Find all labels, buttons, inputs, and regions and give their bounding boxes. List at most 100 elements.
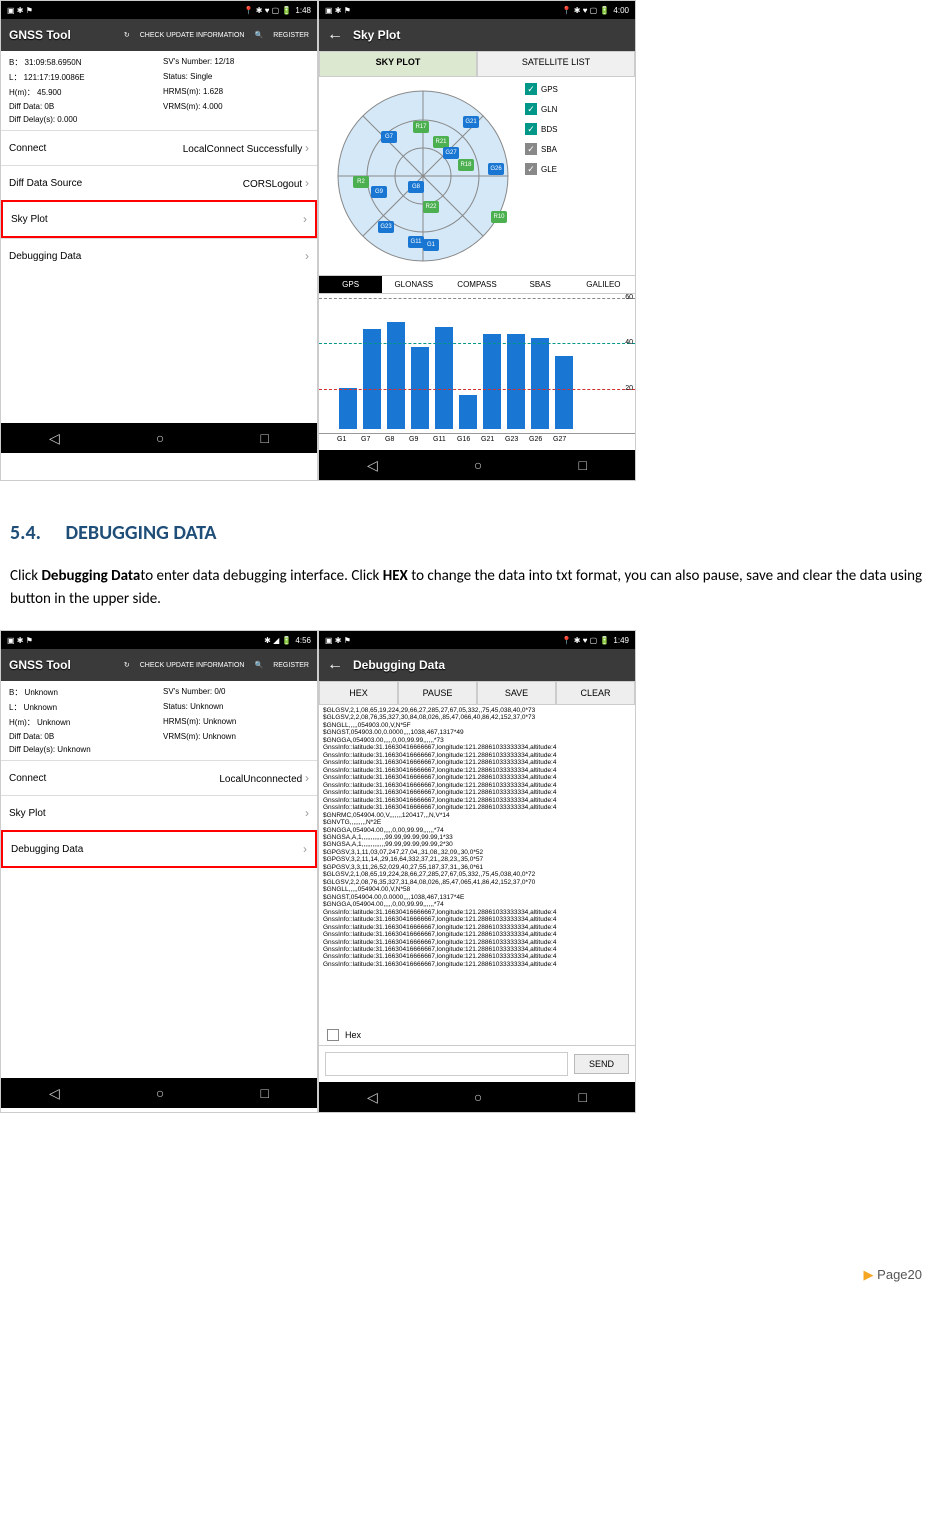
back-icon[interactable]: ◁ xyxy=(367,457,378,474)
legend-label: GLE xyxy=(541,165,557,174)
back-arrow-icon[interactable]: ← xyxy=(327,656,343,674)
recent-icon[interactable]: □ xyxy=(578,1089,586,1105)
back-icon[interactable]: ◁ xyxy=(367,1089,378,1106)
y-axis-label: 20 xyxy=(625,385,633,392)
footer-triangle-icon: ▶ xyxy=(864,1267,874,1282)
recent-icon[interactable]: □ xyxy=(578,457,586,473)
debugging-row[interactable]: Debugging Data › xyxy=(1,830,317,868)
debugging-label: Debugging Data xyxy=(11,844,83,855)
sat-marker: R2 xyxy=(353,176,369,188)
legend-item-gle[interactable]: ✓ GLE xyxy=(525,163,629,175)
nav-bar: ◁ ○ □ xyxy=(319,1082,635,1112)
connect-row[interactable]: Connect LocalUnconnected › xyxy=(1,760,317,795)
back-icon[interactable]: ◁ xyxy=(49,1085,60,1102)
home-icon[interactable]: ○ xyxy=(156,430,164,446)
checkbox-icon: ✓ xyxy=(525,123,537,135)
refresh-icon[interactable]: ↻ xyxy=(124,661,130,669)
hex-checkbox[interactable] xyxy=(327,1029,339,1041)
status-right-icons: ✱ ◢ 🔋 4:56 xyxy=(264,636,311,645)
recent-icon[interactable]: □ xyxy=(260,1085,268,1101)
vrms-value: VRMS(m): 4.000 xyxy=(163,102,309,111)
hrms-value: HRMS(m): Unknown xyxy=(163,717,309,728)
bar-label: G16 xyxy=(457,436,481,443)
vrms-value: VRMS(m): Unknown xyxy=(163,732,309,741)
legend-item-bds[interactable]: ✓ BDS xyxy=(525,123,629,135)
register-button[interactable]: REGISTER xyxy=(273,662,309,669)
nav-bar: ◁ ○ □ xyxy=(1,423,317,453)
sat-tabs: GPSGLONASSCOMPASSSBASGALILEO xyxy=(319,275,635,294)
check-update-button[interactable]: CHECK UPDATE INFORMATION xyxy=(140,662,245,669)
page-footer: ▶ Page20 xyxy=(864,1267,922,1283)
signal-bar-chart: G1G7G8G9G11G16G21G23G26G27 xyxy=(319,294,635,434)
sat-tab-compass[interactable]: COMPASS xyxy=(445,276,508,293)
sat-tab-gps[interactable]: GPS xyxy=(319,276,382,293)
legend-label: BDS xyxy=(541,125,557,134)
legend-label: GLN xyxy=(541,105,557,114)
debug-tab-save[interactable]: SAVE xyxy=(477,681,556,705)
sat-marker: R10 xyxy=(491,211,507,223)
register-button[interactable]: REGISTER xyxy=(273,32,309,39)
chevron-icon: › xyxy=(305,141,309,155)
sat-marker: G23 xyxy=(378,221,394,233)
legend-item-gln[interactable]: ✓ GLN xyxy=(525,103,629,115)
lat-value: B： 31:09:58.6950N xyxy=(9,57,155,68)
screenshot-gnss-main: ▣ ✱ ⚑ 📍 ✱ ♥ ▢ 🔋 1:48 GNSS Tool ↻ CHECK U… xyxy=(0,0,318,481)
sat-marker: R22 xyxy=(423,201,439,213)
search-icon[interactable]: 🔍 xyxy=(254,661,263,669)
sat-tab-galileo[interactable]: GALILEO xyxy=(572,276,635,293)
hex-label: Hex xyxy=(345,1030,361,1040)
search-icon[interactable]: 🔍 xyxy=(254,31,263,39)
gridline xyxy=(319,389,635,390)
back-arrow-icon[interactable]: ← xyxy=(327,26,343,44)
bar: G16 xyxy=(459,395,477,429)
connect-row[interactable]: Connect LocalConnect Successfully › xyxy=(1,130,317,165)
debug-action-tabs: HEXPAUSESAVECLEAR xyxy=(319,681,635,705)
app-title: GNSS Tool xyxy=(9,658,71,672)
sv-value: SV's Number: 0/0 xyxy=(163,687,309,698)
diff-value: Diff Data: 0B xyxy=(9,732,155,741)
status-bar: ▣ ✱ ⚑ ✱ ◢ 🔋 4:56 xyxy=(1,631,317,649)
info-grid: B： 31:09:58.6950NSV's Number: 12/18 L： 1… xyxy=(1,51,317,130)
debug-tab-pause[interactable]: PAUSE xyxy=(398,681,477,705)
check-update-button[interactable]: CHECK UPDATE INFORMATION xyxy=(140,32,245,39)
home-icon[interactable]: ○ xyxy=(156,1085,164,1101)
sky-plot-row[interactable]: Sky Plot › xyxy=(1,200,317,238)
home-icon[interactable]: ○ xyxy=(474,1089,482,1105)
sky-plot-label: Sky Plot xyxy=(9,808,46,819)
legend-item-sba[interactable]: ✓SBA xyxy=(525,143,629,155)
recent-icon[interactable]: □ xyxy=(260,430,268,446)
checkbox-icon: ✓ xyxy=(525,103,537,115)
home-icon[interactable]: ○ xyxy=(474,457,482,473)
sat-tab-sbas[interactable]: SBAS xyxy=(509,276,572,293)
hrms-value: HRMS(m): 1.628 xyxy=(163,87,309,98)
app-title: GNSS Tool xyxy=(9,28,71,42)
send-button[interactable]: SEND xyxy=(574,1054,629,1074)
debugging-row[interactable]: Debugging Data › xyxy=(1,238,317,273)
nav-bar: ◁ ○ □ xyxy=(319,450,635,480)
delay-value: Diff Delay(s): Unknown xyxy=(9,745,155,754)
app-header: GNSS Tool ↻ CHECK UPDATE INFORMATION 🔍 R… xyxy=(1,19,317,51)
debug-tab-clear[interactable]: CLEAR xyxy=(556,681,635,705)
height-value: H(m)： Unknown xyxy=(9,717,155,728)
checkbox-icon: ✓ xyxy=(525,163,537,175)
sat-marker: R18 xyxy=(458,159,474,171)
sat-tab-glonass[interactable]: GLONASS xyxy=(382,276,445,293)
debug-tab-hex[interactable]: HEX xyxy=(319,681,398,705)
legend-item-gps[interactable]: ✓GPS xyxy=(525,83,629,95)
refresh-icon[interactable]: ↻ xyxy=(124,31,130,39)
bar-label: G7 xyxy=(361,436,385,443)
tab-sky-plot[interactable]: SKY PLOT xyxy=(319,51,477,77)
bar-label: G9 xyxy=(409,436,433,443)
diff-source-row[interactable]: Diff Data Source CORSLogout › xyxy=(1,165,317,200)
diff-value: Diff Data: 0B xyxy=(9,102,155,111)
chevron-icon: › xyxy=(305,176,309,190)
back-icon[interactable]: ◁ xyxy=(49,430,60,447)
delay-value: Diff Delay(s): 0.000 xyxy=(9,115,155,124)
app-header: GNSS Tool ↻ CHECK UPDATE INFORMATION 🔍 R… xyxy=(1,649,317,681)
tab-sat-list[interactable]: SATELLITE LIST xyxy=(477,51,635,77)
diff-source-label: Diff Data Source xyxy=(9,178,82,189)
status-right-icons: 📍 ✱ ♥ ▢ 🔋 1:48 xyxy=(244,6,311,15)
bar-label: G8 xyxy=(385,436,409,443)
sky-plot-row[interactable]: Sky Plot › xyxy=(1,795,317,830)
send-input[interactable] xyxy=(325,1052,568,1076)
